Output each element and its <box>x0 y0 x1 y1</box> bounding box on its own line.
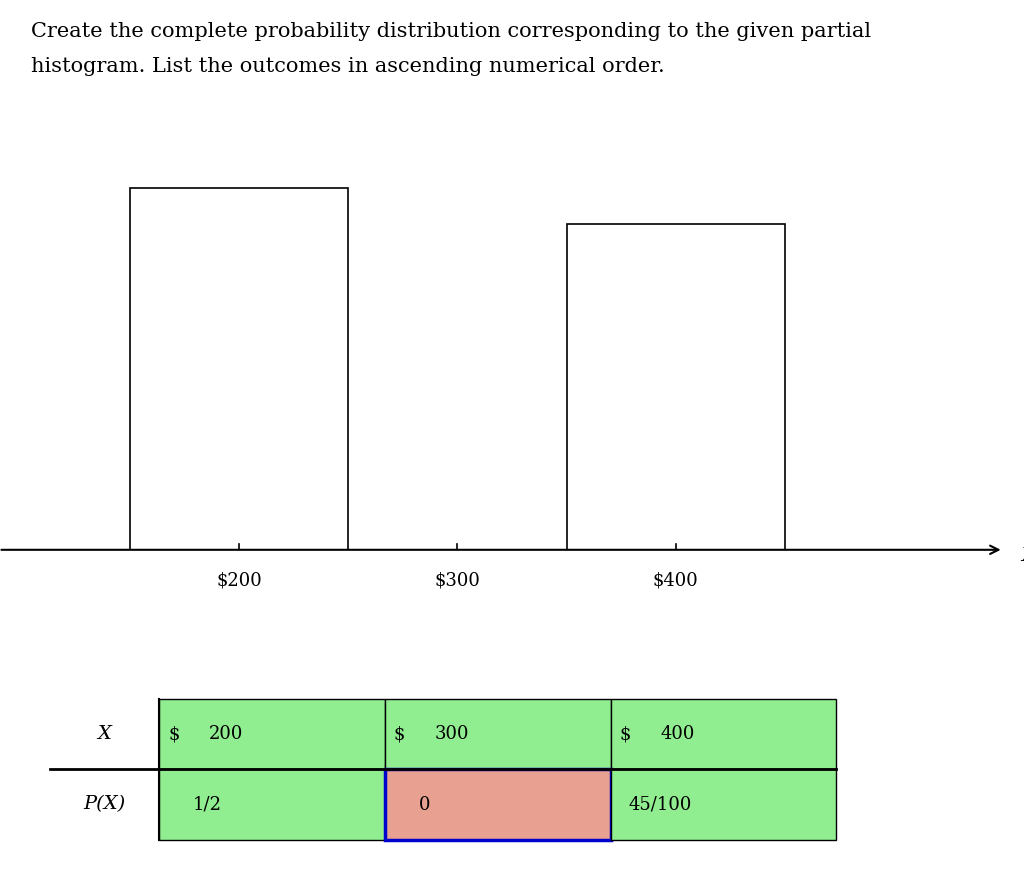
Text: 1/2: 1/2 <box>193 796 222 813</box>
Text: Create the complete probability distribution corresponding to the given partial: Create the complete probability distribu… <box>31 22 870 42</box>
Text: 0: 0 <box>419 796 430 813</box>
Bar <box>385 698 610 769</box>
Bar <box>566 224 785 550</box>
Text: 300: 300 <box>434 725 469 743</box>
Bar <box>610 698 837 769</box>
Text: $: $ <box>394 725 406 743</box>
Text: X: X <box>97 725 112 743</box>
Text: P(X): P(X) <box>83 796 126 813</box>
Bar <box>610 769 837 840</box>
Bar <box>159 698 385 769</box>
Bar <box>159 769 385 840</box>
Bar <box>130 188 348 550</box>
Text: $: $ <box>168 725 179 743</box>
Text: X: X <box>1021 547 1024 564</box>
Text: 200: 200 <box>209 725 243 743</box>
Text: $: $ <box>620 725 631 743</box>
Text: histogram. List the outcomes in ascending numerical order.: histogram. List the outcomes in ascendin… <box>31 57 665 77</box>
Text: $400: $400 <box>653 571 698 590</box>
Text: $300: $300 <box>434 571 480 590</box>
Text: 45/100: 45/100 <box>629 796 692 813</box>
Text: $200: $200 <box>216 571 262 590</box>
Bar <box>385 769 610 840</box>
Text: 400: 400 <box>660 725 694 743</box>
